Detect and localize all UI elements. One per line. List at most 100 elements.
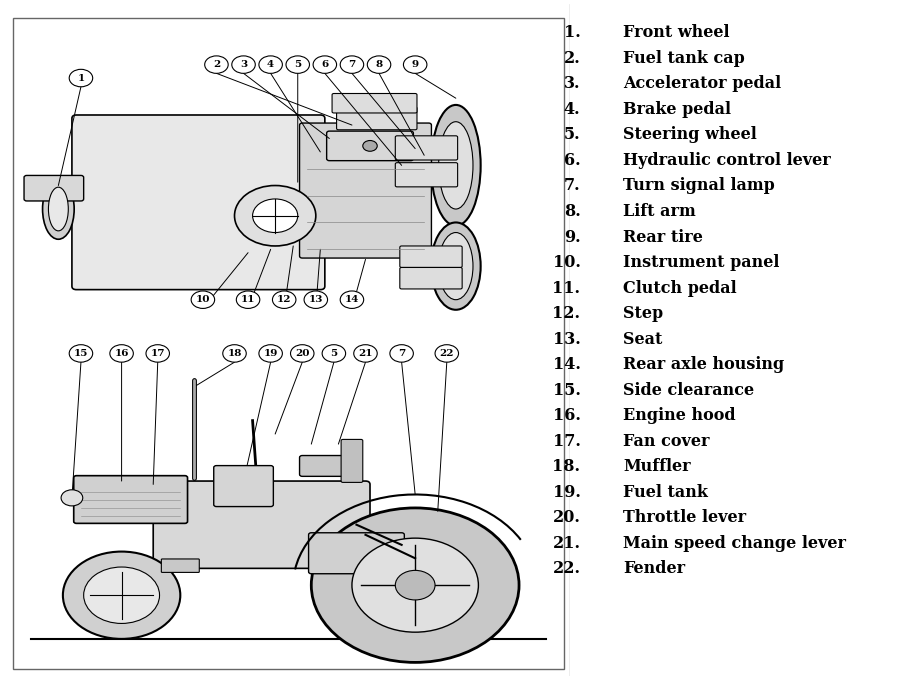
FancyBboxPatch shape xyxy=(394,136,457,160)
FancyBboxPatch shape xyxy=(299,456,354,477)
FancyBboxPatch shape xyxy=(153,481,370,568)
Text: 7.: 7. xyxy=(563,177,579,194)
Text: 1: 1 xyxy=(77,73,85,82)
Text: 16.: 16. xyxy=(552,407,579,424)
Text: 17.: 17. xyxy=(552,432,579,449)
Text: 20.: 20. xyxy=(552,509,579,526)
FancyBboxPatch shape xyxy=(213,466,273,507)
Text: 15: 15 xyxy=(74,349,88,358)
Circle shape xyxy=(367,56,390,73)
Text: 7: 7 xyxy=(397,349,404,358)
Text: Fuel tank: Fuel tank xyxy=(622,483,707,500)
Text: Front wheel: Front wheel xyxy=(622,24,729,41)
Circle shape xyxy=(222,345,246,362)
Text: Turn signal lamp: Turn signal lamp xyxy=(622,177,773,194)
Text: 17: 17 xyxy=(150,349,165,358)
Text: Rear axle housing: Rear axle housing xyxy=(622,356,783,373)
FancyBboxPatch shape xyxy=(326,131,413,160)
Circle shape xyxy=(312,56,336,73)
Circle shape xyxy=(146,345,169,362)
Circle shape xyxy=(435,345,458,362)
Text: 14.: 14. xyxy=(552,356,579,373)
Text: Side clearance: Side clearance xyxy=(622,381,753,398)
Circle shape xyxy=(231,56,255,73)
Circle shape xyxy=(272,291,295,309)
Text: 5: 5 xyxy=(330,349,337,358)
Circle shape xyxy=(352,538,478,632)
Circle shape xyxy=(204,56,228,73)
Text: 21: 21 xyxy=(358,349,373,358)
FancyBboxPatch shape xyxy=(341,439,363,482)
Text: 11: 11 xyxy=(241,295,255,304)
Text: Rear tire: Rear tire xyxy=(622,228,702,245)
Circle shape xyxy=(191,291,214,309)
Text: 12: 12 xyxy=(277,295,292,304)
Text: 2.: 2. xyxy=(563,50,579,67)
Text: 9.: 9. xyxy=(563,228,579,245)
Ellipse shape xyxy=(43,179,74,239)
Text: 5: 5 xyxy=(294,60,301,69)
Text: 11.: 11. xyxy=(552,279,579,296)
Text: Engine hood: Engine hood xyxy=(622,407,735,424)
Text: Fuel tank cap: Fuel tank cap xyxy=(622,50,744,67)
Circle shape xyxy=(322,345,345,362)
Text: Muffler: Muffler xyxy=(622,458,690,475)
FancyBboxPatch shape xyxy=(24,175,84,201)
Circle shape xyxy=(259,56,282,73)
Text: 2: 2 xyxy=(212,60,220,69)
Text: 15.: 15. xyxy=(552,381,579,398)
Ellipse shape xyxy=(48,187,68,231)
FancyBboxPatch shape xyxy=(394,163,457,187)
FancyBboxPatch shape xyxy=(161,559,200,573)
Circle shape xyxy=(84,567,159,624)
Text: 18.: 18. xyxy=(552,458,579,475)
FancyBboxPatch shape xyxy=(336,107,416,130)
Text: Fender: Fender xyxy=(622,560,684,577)
Text: 8: 8 xyxy=(375,60,383,69)
Text: 14: 14 xyxy=(344,295,359,304)
Text: Accelerator pedal: Accelerator pedal xyxy=(622,75,780,92)
Circle shape xyxy=(303,291,327,309)
Text: Throttle lever: Throttle lever xyxy=(622,509,745,526)
Text: 5.: 5. xyxy=(563,126,579,143)
Circle shape xyxy=(252,199,297,233)
Text: 6.: 6. xyxy=(563,152,579,169)
Text: 1.: 1. xyxy=(563,24,579,41)
Text: 13: 13 xyxy=(308,295,322,304)
Circle shape xyxy=(389,345,413,362)
Ellipse shape xyxy=(431,105,480,226)
Text: Seat: Seat xyxy=(622,330,661,347)
Circle shape xyxy=(403,56,426,73)
Circle shape xyxy=(286,56,309,73)
FancyBboxPatch shape xyxy=(332,93,416,113)
Text: 7: 7 xyxy=(348,60,355,69)
Circle shape xyxy=(69,345,93,362)
Text: 22.: 22. xyxy=(552,560,579,577)
Text: 21.: 21. xyxy=(552,534,579,551)
Text: 3.: 3. xyxy=(563,75,579,92)
FancyBboxPatch shape xyxy=(399,267,462,289)
Text: 19: 19 xyxy=(263,349,278,358)
Ellipse shape xyxy=(431,222,480,310)
Text: Instrument panel: Instrument panel xyxy=(622,254,779,271)
Ellipse shape xyxy=(438,122,473,209)
Circle shape xyxy=(69,69,93,87)
Text: 4.: 4. xyxy=(563,101,579,118)
Text: 4: 4 xyxy=(267,60,274,69)
Text: 6: 6 xyxy=(321,60,328,69)
Text: Hydraulic control lever: Hydraulic control lever xyxy=(622,152,830,169)
Text: Brake pedal: Brake pedal xyxy=(622,101,730,118)
Text: 18: 18 xyxy=(227,349,241,358)
Text: 22: 22 xyxy=(439,349,454,358)
Text: 13.: 13. xyxy=(552,330,579,347)
Circle shape xyxy=(234,186,315,246)
Text: Step: Step xyxy=(622,305,662,322)
Text: Lift arm: Lift arm xyxy=(622,203,695,220)
Circle shape xyxy=(311,508,518,662)
Circle shape xyxy=(291,345,313,362)
Circle shape xyxy=(363,141,377,151)
Text: 10.: 10. xyxy=(552,254,579,271)
FancyBboxPatch shape xyxy=(308,532,404,574)
Ellipse shape xyxy=(438,233,473,300)
Circle shape xyxy=(353,345,377,362)
